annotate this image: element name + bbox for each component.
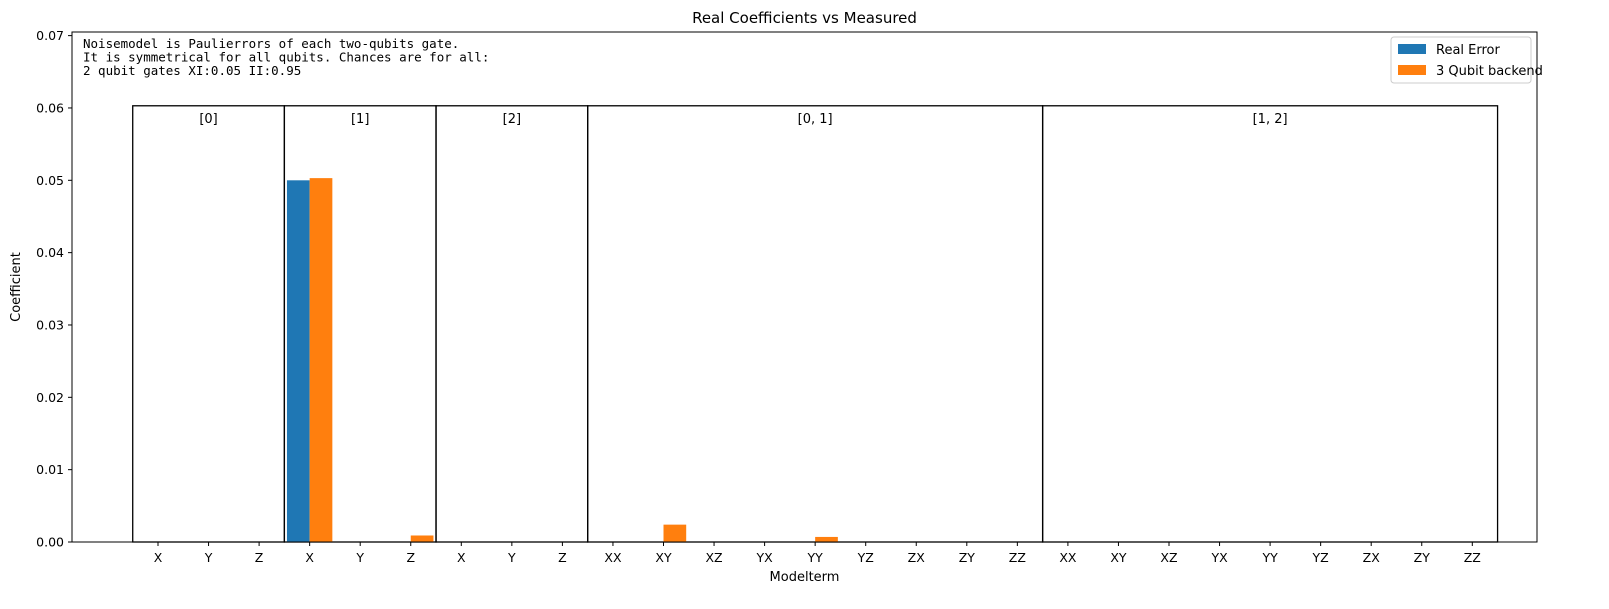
x-axis-label: Modelterm bbox=[770, 570, 840, 585]
group-box bbox=[132, 105, 286, 543]
x-tick-label: YZ bbox=[857, 550, 874, 565]
x-tick-label: X bbox=[154, 550, 163, 565]
annotation-line: It is symmetrical for all qubits. Chance… bbox=[83, 50, 489, 65]
annotation-text: Noisemodel is Paulierrors of each two-qu… bbox=[83, 36, 489, 78]
legend-swatch-real-error bbox=[1398, 44, 1426, 54]
annotation-line: Noisemodel is Paulierrors of each two-qu… bbox=[83, 36, 459, 51]
bar-3-qubit-backend bbox=[410, 535, 434, 542]
legend-label-real-error: Real Error bbox=[1436, 43, 1501, 58]
bar-3-qubit-backend bbox=[309, 178, 333, 542]
y-tick-label: 0.05 bbox=[36, 173, 64, 188]
x-tick-label: ZX bbox=[908, 550, 926, 565]
x-tick-label: YX bbox=[1210, 550, 1228, 565]
x-tick-label: Y bbox=[204, 550, 213, 565]
x-tick-label: X bbox=[457, 550, 466, 565]
annotation-line: 2 qubit gates XI:0.05 II:0.95 bbox=[83, 63, 301, 78]
group-box bbox=[587, 105, 1044, 543]
x-tick-label: Y bbox=[355, 550, 364, 565]
x-tick-label: ZZ bbox=[1009, 550, 1026, 565]
x-tick-label: ZZ bbox=[1464, 550, 1481, 565]
group-label: [0, 1] bbox=[798, 112, 833, 127]
x-tick-label: XY bbox=[655, 550, 672, 565]
y-axis-label: Coefficient bbox=[9, 252, 24, 322]
x-tick-label: Z bbox=[255, 550, 264, 565]
y-tick-label: 0.07 bbox=[36, 28, 64, 43]
x-tick-label: XZ bbox=[705, 550, 722, 565]
y-tick-label: 0.02 bbox=[36, 390, 64, 405]
group-box bbox=[435, 105, 589, 543]
x-tick-label: YZ bbox=[1312, 550, 1329, 565]
plot-area-frame bbox=[71, 31, 1538, 543]
group-label: [1, 2] bbox=[1253, 112, 1288, 127]
legend-label-3-qubit-backend: 3 Qubit backend bbox=[1436, 64, 1543, 79]
x-tick-label: Z bbox=[558, 550, 567, 565]
x-tick-label: Y bbox=[507, 550, 516, 565]
group-label: [2] bbox=[503, 112, 521, 127]
bar-3-qubit-backend bbox=[815, 536, 838, 542]
x-tick-label: XZ bbox=[1160, 550, 1177, 565]
y-axis-ticks: 0.00 0.01 0.02 0.03 0.04 0.05 0.06 0.07 bbox=[36, 28, 72, 550]
x-axis-ticks: X Y Z X Y Z X Y Z XX XY XZ YX YY YZ ZX ZY ZZ XX XY XZ YX YY YZ Z… bbox=[154, 542, 1481, 565]
x-tick-label: XY bbox=[1110, 550, 1127, 565]
bars bbox=[286, 178, 838, 543]
x-tick-label: XX bbox=[1059, 550, 1077, 565]
chart-title: Real Coefficients vs Measured bbox=[692, 9, 917, 27]
legend-swatch-3-qubit-backend bbox=[1398, 65, 1426, 75]
x-tick-label: YY bbox=[1261, 550, 1278, 565]
x-tick-label: XX bbox=[604, 550, 622, 565]
legend: Real Error 3 Qubit backend bbox=[1390, 36, 1543, 84]
x-tick-label: ZY bbox=[959, 550, 976, 565]
group-label: [1] bbox=[351, 112, 369, 127]
group-box bbox=[1041, 105, 1499, 543]
x-tick-label: X bbox=[305, 550, 314, 565]
x-tick-label: Z bbox=[406, 550, 415, 565]
bar-real-error bbox=[286, 180, 310, 543]
x-tick-label: ZY bbox=[1414, 550, 1431, 565]
x-tick-label: YX bbox=[755, 550, 773, 565]
y-tick-label: 0.03 bbox=[36, 317, 64, 332]
group-boxes: [0] [1] [2] [0, 1] [1, 2] bbox=[132, 105, 1499, 543]
y-tick-label: 0.00 bbox=[36, 535, 64, 550]
y-tick-label: 0.04 bbox=[36, 245, 64, 260]
y-tick-label: 0.01 bbox=[36, 462, 64, 477]
y-tick-label: 0.06 bbox=[36, 100, 64, 115]
x-tick-label: YY bbox=[807, 550, 824, 565]
bar-3-qubit-backend bbox=[663, 524, 687, 542]
group-label: [0] bbox=[199, 112, 217, 127]
x-tick-label: ZX bbox=[1363, 550, 1381, 565]
